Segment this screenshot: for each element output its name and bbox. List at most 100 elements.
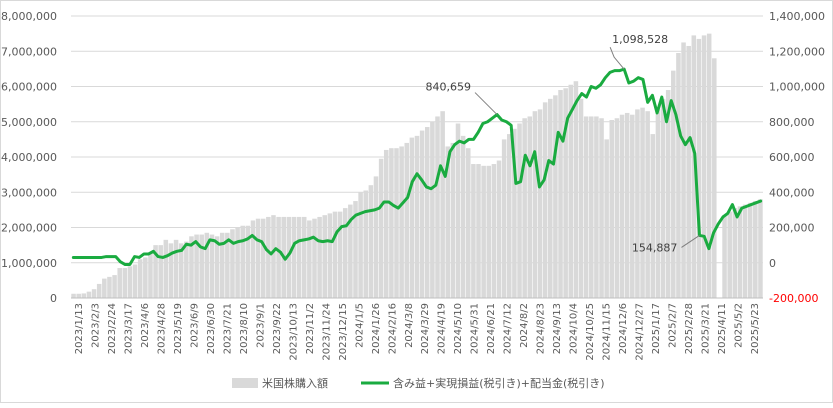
bar bbox=[312, 218, 317, 298]
bar bbox=[389, 148, 394, 298]
x-tick-label: 2023/2/24 bbox=[107, 303, 118, 354]
bar bbox=[117, 268, 122, 298]
annotation-leader bbox=[681, 235, 700, 248]
y-axis-left: 0 1,000,000 2,000,000 3,000,000 4,000,000 5,0… bbox=[1, 10, 57, 305]
bar bbox=[194, 234, 199, 298]
data-label: 840,659 bbox=[426, 81, 472, 94]
x-tick-label: 2024/3/8 bbox=[404, 303, 415, 348]
bar bbox=[655, 109, 661, 298]
bar bbox=[481, 165, 486, 298]
bar bbox=[563, 88, 568, 298]
bar bbox=[327, 213, 333, 298]
y-right-tick-label: 1,200,000 bbox=[769, 45, 825, 58]
bar bbox=[548, 98, 553, 298]
bar bbox=[435, 116, 440, 299]
bar bbox=[635, 109, 640, 298]
bar bbox=[153, 245, 158, 299]
bar bbox=[660, 98, 666, 298]
x-tick-label: 2024/6/21 bbox=[486, 303, 497, 354]
bar bbox=[230, 229, 235, 298]
bar bbox=[604, 139, 609, 299]
bar bbox=[219, 232, 225, 298]
bar bbox=[466, 148, 471, 298]
bar bbox=[209, 234, 215, 298]
y-right-tick-label: 600,000 bbox=[769, 151, 815, 164]
y-right-tick-label: 200,000 bbox=[769, 222, 815, 235]
bar bbox=[640, 107, 645, 299]
legend-label: 米国株購入額 bbox=[262, 376, 328, 390]
bar bbox=[609, 119, 615, 299]
bar bbox=[527, 116, 533, 299]
y-left-tick-label: 6,000,000 bbox=[1, 81, 57, 94]
bar bbox=[276, 216, 281, 298]
bar bbox=[578, 98, 584, 298]
bar bbox=[148, 252, 153, 298]
y-left-tick-label: 4,000,000 bbox=[1, 151, 57, 164]
bar bbox=[712, 58, 717, 298]
x-tick-label: 2023/6/9 bbox=[190, 303, 201, 348]
bar bbox=[645, 111, 650, 299]
bar bbox=[96, 283, 102, 298]
bar bbox=[630, 114, 635, 298]
bar bbox=[158, 245, 163, 299]
bar bbox=[722, 215, 727, 298]
bar bbox=[342, 208, 348, 298]
bar bbox=[553, 95, 558, 298]
bar bbox=[568, 84, 574, 299]
y-axis-right: -200,000 0 200,000 400,000 600,000 800,000 1,0… bbox=[769, 10, 825, 305]
data-label: 1,098,528 bbox=[612, 33, 668, 46]
bar bbox=[143, 257, 148, 298]
bar bbox=[676, 53, 681, 299]
y-left-tick-label: 7,000,000 bbox=[1, 45, 57, 58]
bar bbox=[307, 220, 312, 298]
bar bbox=[271, 215, 276, 298]
x-tick-label: 2024/10/4 bbox=[569, 303, 580, 354]
bar bbox=[107, 276, 112, 298]
x-tick-label: 2024/12/27 bbox=[634, 303, 645, 361]
y-left-tick-label: 5,000,000 bbox=[1, 116, 57, 129]
x-tick-label: 2024/9/13 bbox=[552, 303, 563, 354]
bar bbox=[409, 137, 415, 298]
bar bbox=[168, 243, 174, 298]
x-tick-label: 2024/8/23 bbox=[536, 303, 547, 354]
bar bbox=[701, 35, 707, 298]
bar bbox=[496, 160, 502, 298]
x-tick-label: 2023/8/10 bbox=[239, 303, 250, 354]
bar bbox=[614, 118, 620, 298]
line-series bbox=[71, 67, 763, 267]
bar bbox=[286, 216, 292, 298]
x-tick-label: 2023/12/15 bbox=[338, 303, 349, 361]
bar bbox=[573, 81, 579, 299]
y-left-tick-label: 3,000,000 bbox=[1, 186, 57, 199]
x-tick-label: 2023/3/17 bbox=[124, 303, 135, 354]
x-tick-label: 2025/4/11 bbox=[717, 303, 728, 354]
x-tick-label: 2023/4/6 bbox=[140, 303, 151, 348]
bar bbox=[178, 243, 184, 298]
bar bbox=[758, 199, 763, 298]
line-path bbox=[71, 67, 763, 267]
bar bbox=[583, 116, 589, 299]
x-tick-label: 2024/1/5 bbox=[354, 303, 365, 348]
bar bbox=[542, 102, 548, 298]
x-tick-label: 2024/7/12 bbox=[503, 303, 514, 354]
x-tick-label: 2025/5/2 bbox=[733, 303, 744, 348]
bar bbox=[127, 266, 133, 298]
bar bbox=[91, 289, 97, 298]
bar bbox=[594, 116, 599, 299]
bar bbox=[681, 42, 686, 298]
bar bbox=[706, 33, 712, 299]
bar bbox=[317, 216, 322, 298]
annotation-leader bbox=[609, 46, 625, 70]
bar bbox=[419, 130, 425, 298]
bar bbox=[337, 211, 343, 298]
bar bbox=[414, 135, 420, 298]
bar bbox=[296, 216, 302, 298]
bar bbox=[137, 259, 143, 298]
x-tick-label: 2025/2/7 bbox=[667, 303, 678, 348]
y-right-tick-label: -200,000 bbox=[769, 292, 818, 305]
bar bbox=[240, 225, 245, 298]
x-tick-label: 2023/5/19 bbox=[173, 303, 184, 354]
x-tick-label: 2024/3/29 bbox=[420, 303, 431, 354]
bar bbox=[184, 241, 189, 298]
